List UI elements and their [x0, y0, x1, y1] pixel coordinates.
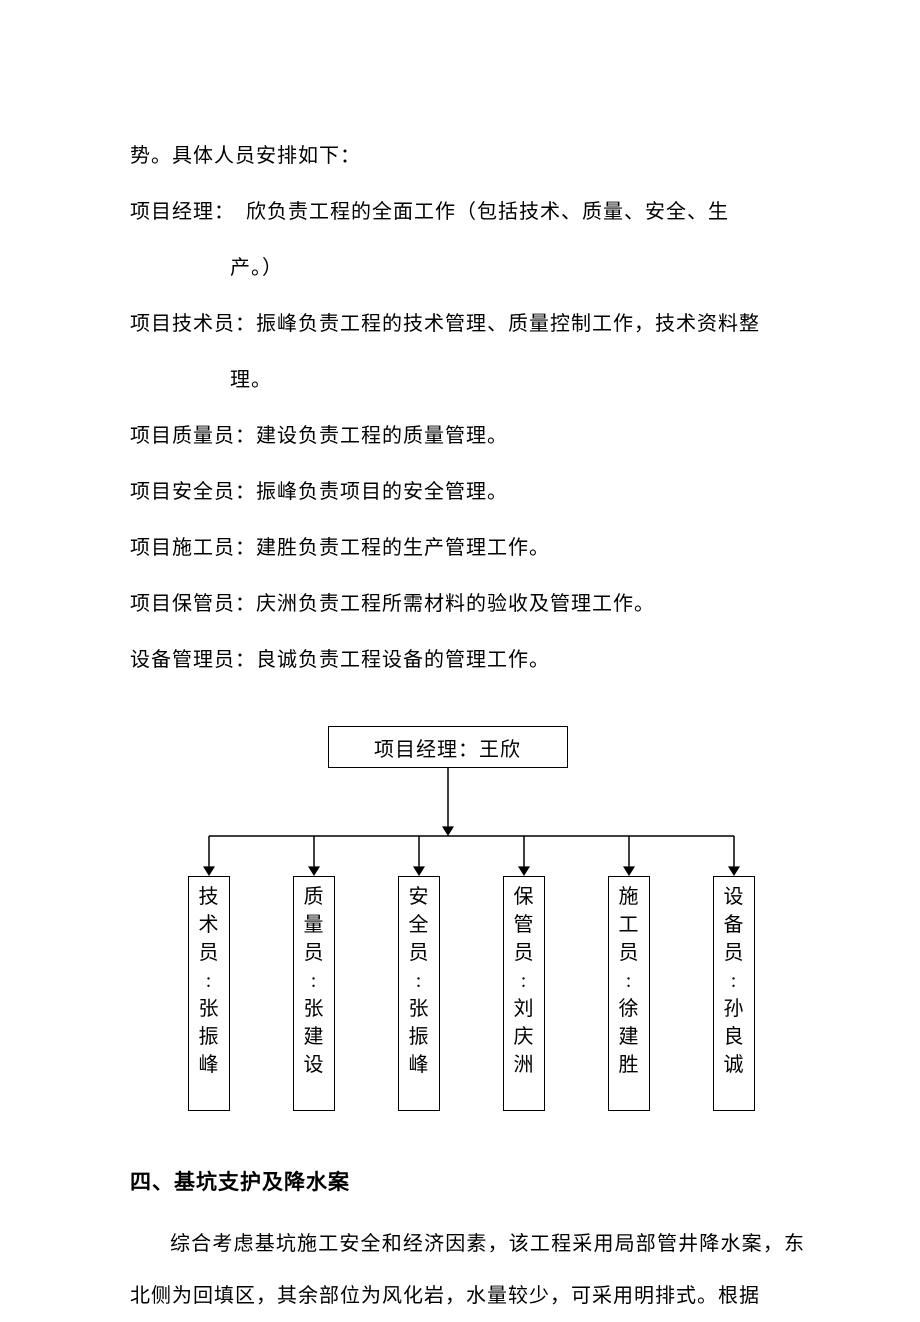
- org-child-char: 刘: [514, 995, 534, 1023]
- org-child-char: 设: [304, 1051, 324, 1079]
- org-child-char: 徐: [619, 995, 639, 1023]
- text-line: 势。具体人员安排如下：: [130, 130, 805, 182]
- text-line: 项目施工员：建胜负责工程的生产管理工作。: [130, 522, 805, 574]
- org-child-char: 工: [619, 911, 639, 939]
- org-child-char: 峰: [409, 1051, 429, 1079]
- org-child-node: 质量员:张建设: [293, 876, 335, 1111]
- org-child-char: 洲: [514, 1051, 534, 1079]
- org-child-char: 备: [724, 911, 744, 939]
- org-child-char: 员: [409, 939, 429, 967]
- org-child-node: 设备员:孙良诚: [713, 876, 755, 1111]
- section-paragraph: 综合考虑基坑施工安全和经济因素，该工程采用局部管井降水案，东北侧为回填区，其余部…: [130, 1218, 805, 1322]
- org-chart: 项目经理：王欣 技术员:张振峰质量员:张建设安全员:张振峰保管员:刘庆洲施工员:…: [138, 726, 798, 1126]
- role-description-block: 势。具体人员安排如下： 项目经理： 欣负责工程的全面工作（包括技术、质量、安全、…: [130, 130, 805, 686]
- org-child-char: :: [206, 967, 212, 995]
- org-child-char: 员: [619, 939, 639, 967]
- text-line-continuation: 产。）: [130, 242, 805, 294]
- org-child-char: :: [731, 967, 737, 995]
- org-child-char: 胜: [619, 1051, 639, 1079]
- org-child-char: :: [626, 967, 632, 995]
- section-heading: 四、基坑支护及降水案: [130, 1166, 805, 1196]
- org-child-char: 安: [409, 883, 429, 911]
- org-child-char: 术: [199, 911, 219, 939]
- org-child-char: 峰: [199, 1051, 219, 1079]
- org-child-char: 保: [514, 883, 534, 911]
- org-child-node: 保管员:刘庆洲: [503, 876, 545, 1111]
- org-child-char: 技: [199, 883, 219, 911]
- text-line: 项目经理： 欣负责工程的全面工作（包括技术、质量、安全、生: [130, 186, 805, 238]
- org-child-char: 设: [724, 883, 744, 911]
- org-child-char: 孙: [724, 995, 744, 1023]
- org-child-char: :: [416, 967, 422, 995]
- text-line: 设备管理员：良诚负责工程设备的管理工作。: [130, 634, 805, 686]
- org-child-char: 张: [409, 995, 429, 1023]
- org-child-char: 张: [199, 995, 219, 1023]
- org-child-char: 员: [514, 939, 534, 967]
- org-child-char: 全: [409, 911, 429, 939]
- org-child-char: 振: [409, 1023, 429, 1051]
- org-child-node: 技术员:张振峰: [188, 876, 230, 1111]
- org-child-char: :: [521, 967, 527, 995]
- org-top-label: 项目经理：王欣: [374, 733, 521, 762]
- text-line: 项目技术员：振峰负责工程的技术管理、质量控制工作，技术资料整: [130, 298, 805, 350]
- text-line: 项目安全员：振峰负责项目的安全管理。: [130, 466, 805, 518]
- org-child-char: 良: [724, 1023, 744, 1051]
- org-child-char: 建: [619, 1023, 639, 1051]
- org-child-char: 建: [304, 1023, 324, 1051]
- org-child-char: 量: [304, 911, 324, 939]
- org-child-char: 张: [304, 995, 324, 1023]
- org-child-node: 安全员:张振峰: [398, 876, 440, 1111]
- org-child-node: 施工员:徐建胜: [608, 876, 650, 1111]
- org-child-char: 员: [304, 939, 324, 967]
- org-child-char: :: [311, 967, 317, 995]
- org-child-char: 质: [304, 883, 324, 911]
- org-child-char: 诚: [724, 1051, 744, 1079]
- org-child-char: 管: [514, 911, 534, 939]
- section-block: 四、基坑支护及降水案 综合考虑基坑施工安全和经济因素，该工程采用局部管井降水案，…: [130, 1166, 805, 1322]
- org-child-char: 员: [199, 939, 219, 967]
- org-child-char: 振: [199, 1023, 219, 1051]
- org-connector-lines: [138, 726, 798, 1126]
- text-line-continuation: 理。: [130, 354, 805, 406]
- org-child-char: 施: [619, 883, 639, 911]
- text-line: 项目保管员：庆洲负责工程所需材料的验收及管理工作。: [130, 578, 805, 630]
- org-child-char: 员: [724, 939, 744, 967]
- org-top-node: 项目经理：王欣: [328, 726, 568, 768]
- text-line: 项目质量员：建设负责工程的质量管理。: [130, 410, 805, 462]
- org-child-char: 庆: [514, 1023, 534, 1051]
